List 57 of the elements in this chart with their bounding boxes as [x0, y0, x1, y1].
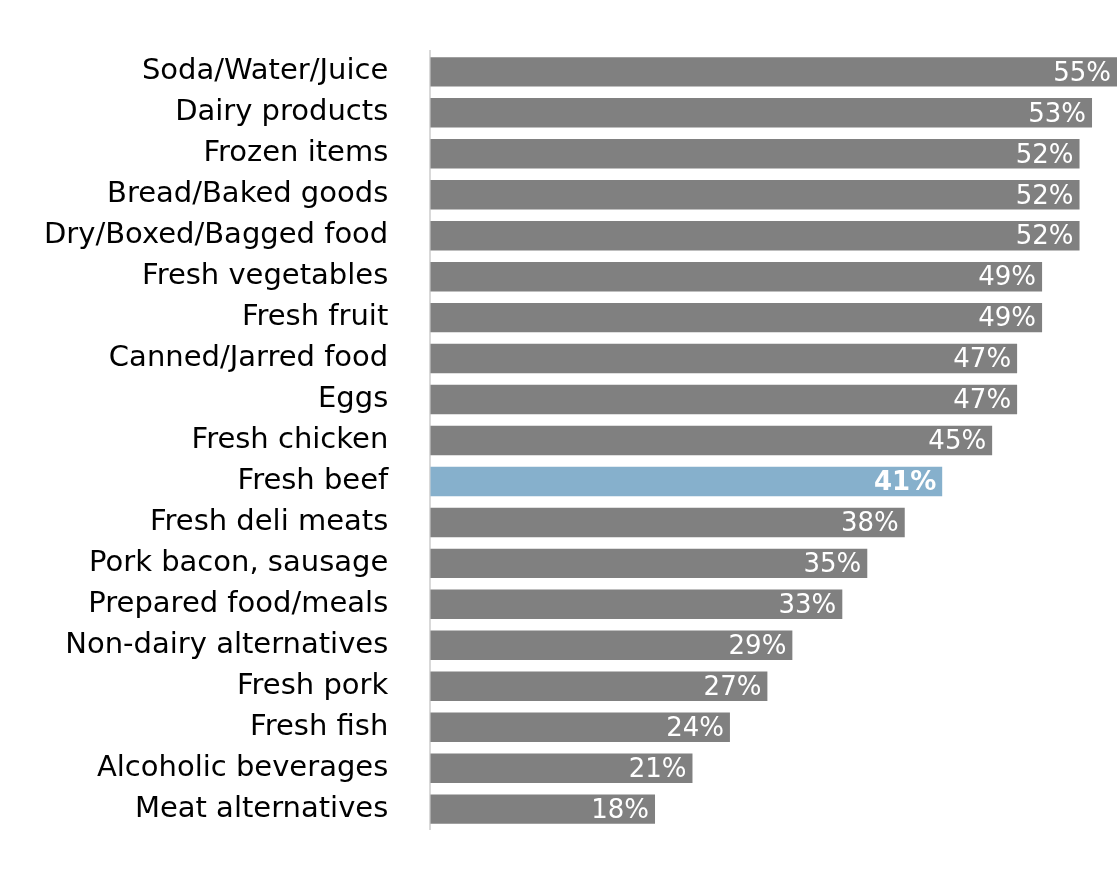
data-label: 49% — [978, 261, 1037, 292]
bar — [430, 671, 768, 701]
bar — [430, 139, 1080, 169]
y-tick-label: Dry/Boxed/Bagged food — [43, 216, 389, 251]
y-tick-label: Pork bacon, sausage — [89, 543, 389, 578]
bar — [430, 57, 1117, 87]
y-tick-label: Frozen items — [203, 134, 389, 169]
bar — [430, 220, 1080, 251]
data-label: 52% — [1015, 179, 1074, 210]
data-label: 55% — [1053, 56, 1111, 87]
bar — [430, 466, 943, 497]
bar — [430, 548, 868, 579]
data-label: 21% — [628, 752, 687, 783]
data-label: 29% — [728, 630, 787, 661]
bar — [430, 180, 1080, 210]
data-label: 38% — [840, 507, 899, 538]
y-tick-label: Prepared food/meals — [88, 584, 389, 619]
data-label: 41% — [873, 466, 937, 497]
y-tick-label: Bread/Baked goods — [106, 175, 389, 210]
bar — [430, 343, 1018, 374]
data-label: 52% — [1015, 138, 1074, 169]
data-label: 45% — [928, 425, 987, 456]
y-tick-label: Fresh pork — [236, 666, 389, 701]
bar — [430, 630, 793, 661]
y-tick-label: Canned/Jarred food — [108, 339, 389, 374]
data-label: 49% — [978, 302, 1037, 333]
y-tick-label: Fresh beef — [237, 461, 390, 496]
y-tick-label: Dairy products — [175, 93, 389, 128]
bar — [430, 302, 1043, 333]
bar — [430, 712, 730, 742]
bar — [430, 425, 993, 456]
data-label: 18% — [591, 793, 650, 824]
bar — [430, 753, 693, 783]
data-label: 47% — [953, 343, 1012, 374]
data-label: 27% — [703, 671, 762, 701]
data-label: 35% — [803, 548, 862, 579]
y-tick-label: Alcoholic beverages — [96, 748, 389, 783]
data-label: 52% — [1015, 220, 1074, 251]
bar — [430, 261, 1043, 292]
y-tick-label: Fresh fruit — [241, 298, 389, 333]
y-tick-label: Fresh deli meats — [149, 502, 389, 537]
y-tick-label: Meat alternatives — [134, 789, 389, 824]
y-tick-label: Fresh fish — [250, 707, 389, 742]
data-label: 33% — [778, 589, 837, 620]
bar — [430, 589, 843, 620]
data-label: 47% — [953, 384, 1012, 415]
bar — [430, 794, 656, 824]
y-tick-label: Eggs — [318, 380, 389, 415]
data-label: 53% — [1028, 97, 1087, 128]
y-tick-label: Non-dairy alternatives — [65, 625, 389, 660]
bar — [430, 507, 905, 538]
y-tick-label: Fresh chicken — [191, 421, 389, 456]
y-tick-label: Soda/Water/Juice — [141, 52, 389, 87]
data-label: 24% — [666, 711, 724, 742]
bar — [430, 98, 1093, 128]
bar — [430, 384, 1018, 415]
y-tick-label: Fresh vegetables — [142, 257, 389, 292]
